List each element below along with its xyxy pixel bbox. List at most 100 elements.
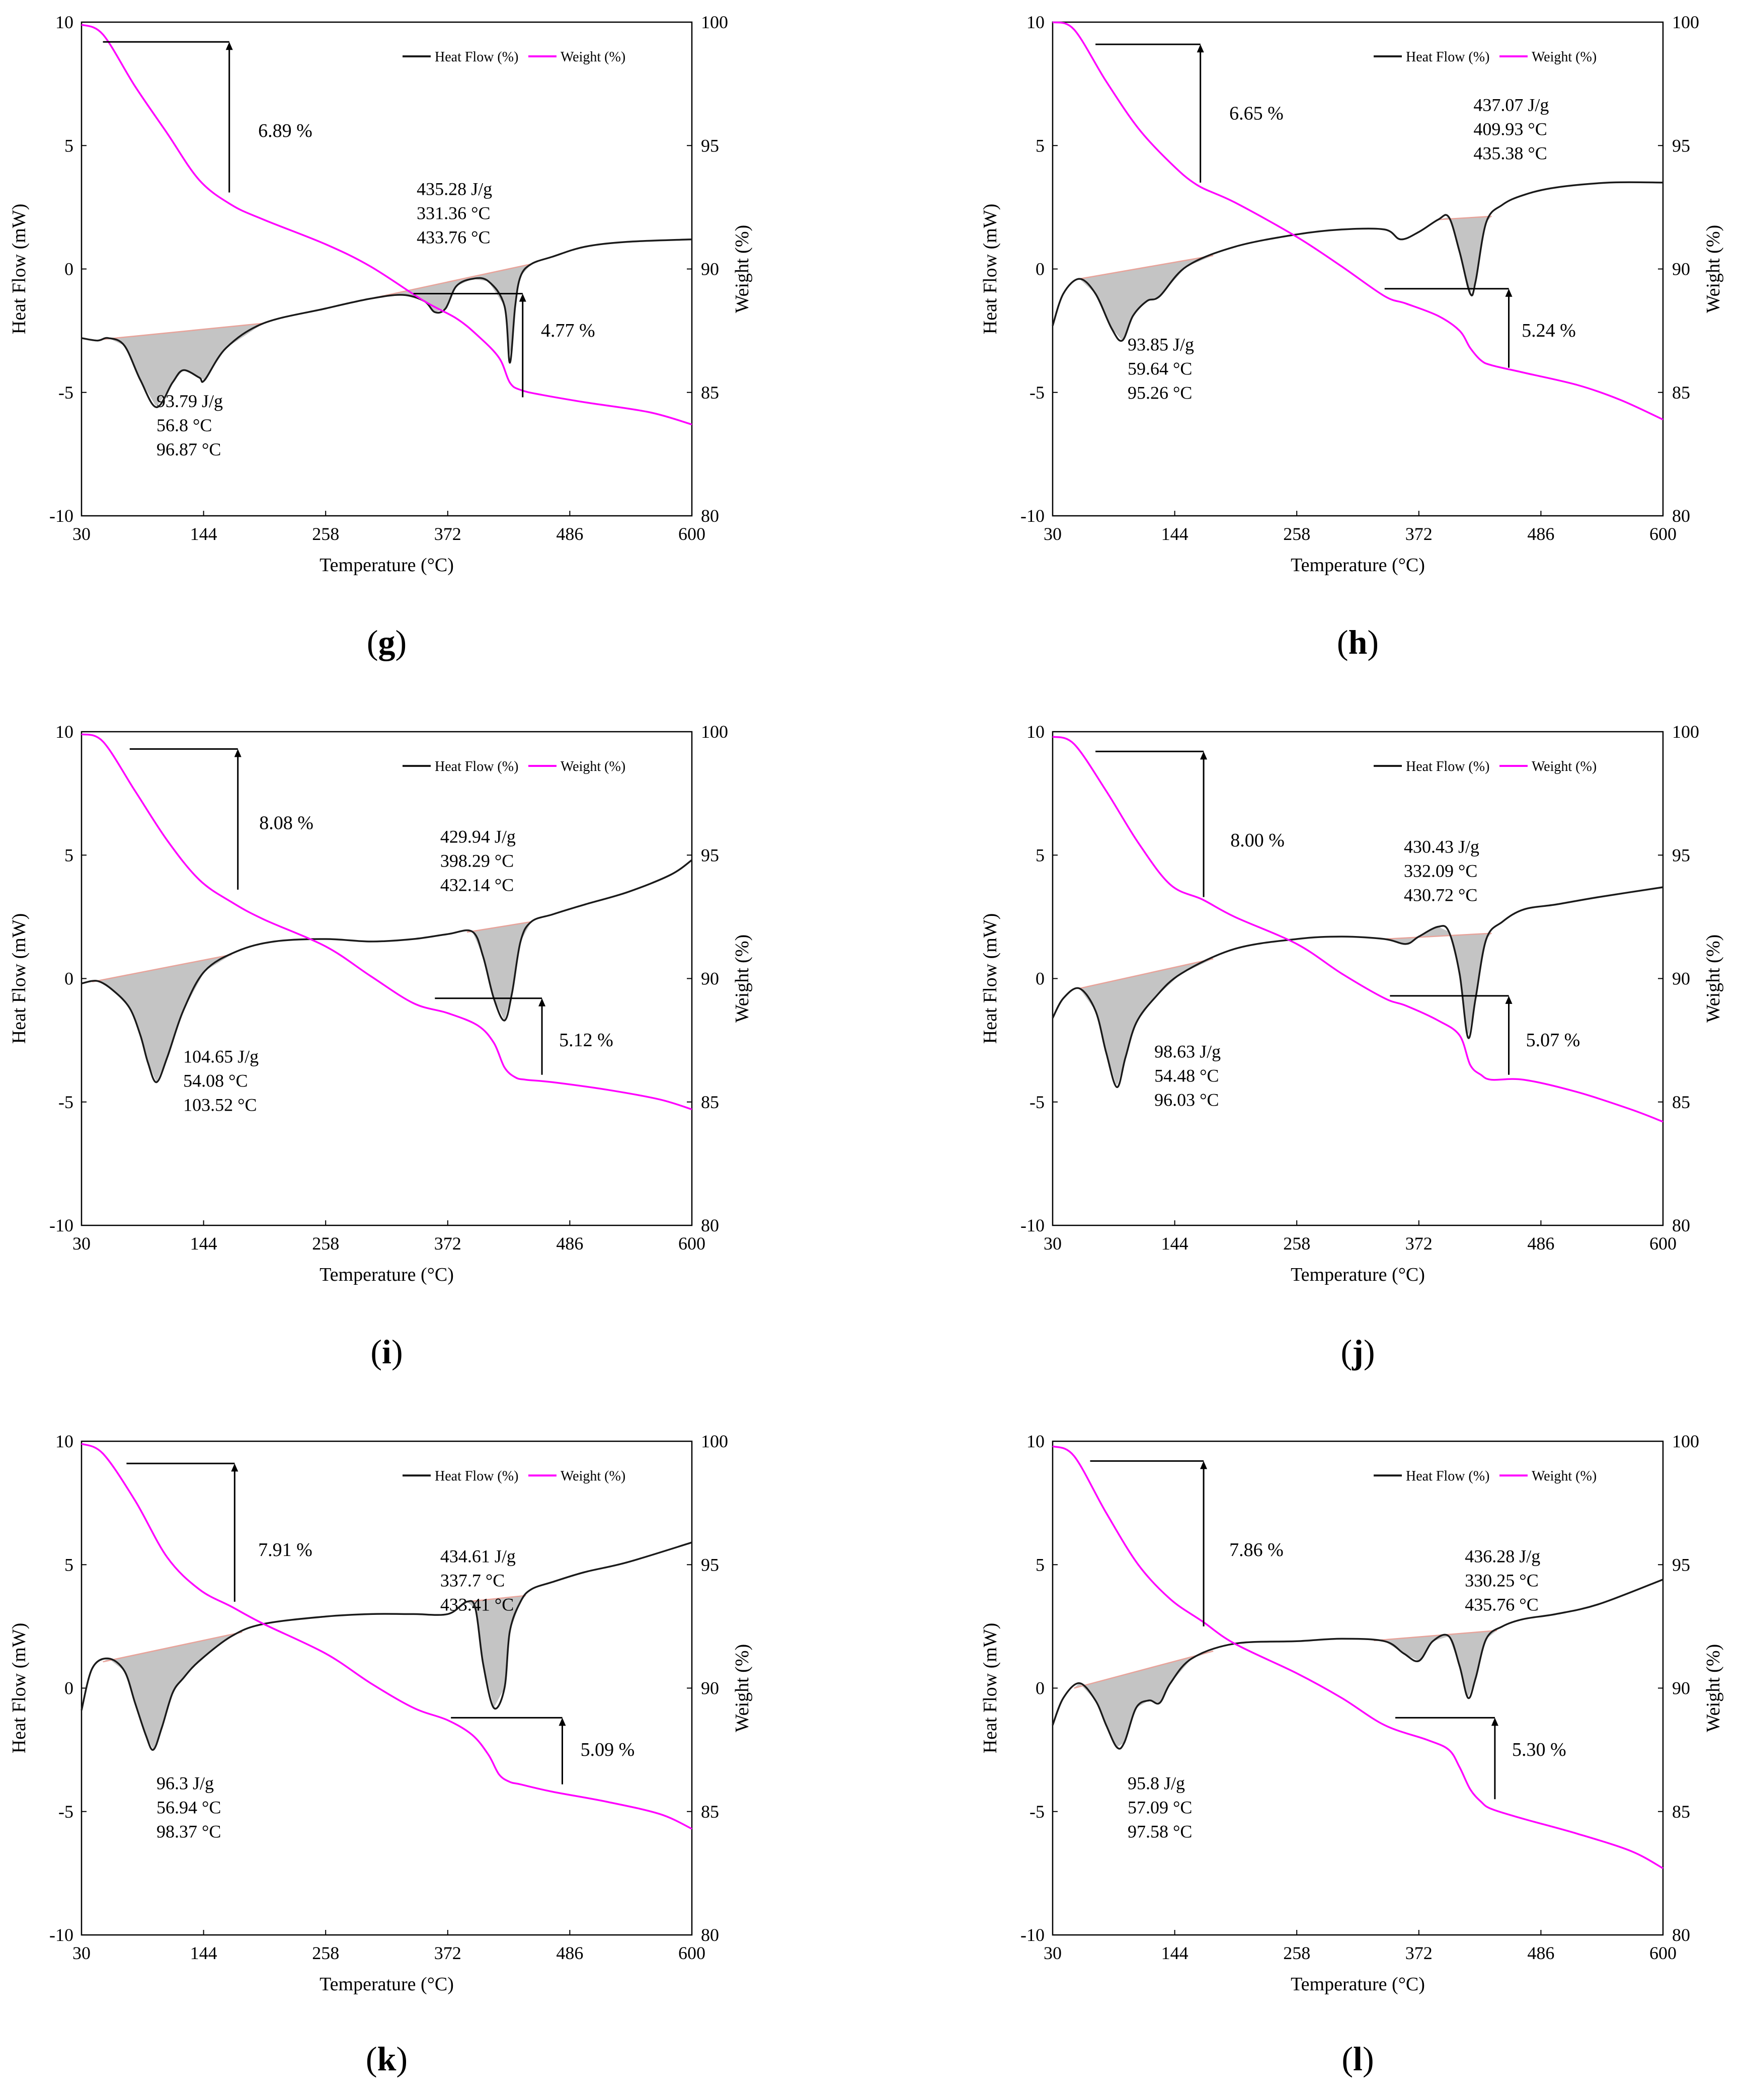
peak-area-1 xyxy=(103,323,264,407)
x-tick-label: 486 xyxy=(1527,524,1554,544)
step-arrow-head xyxy=(234,749,242,757)
legend-weight-label: Weight (%) xyxy=(1532,1468,1597,1484)
chart-panel-k: 30 144 258 372 486 600 -10 -5 0 5 10 80 85 90 95 100 Tem… xyxy=(0,1419,773,2043)
x-tick-label: 144 xyxy=(190,1233,217,1254)
y-right-tick-label: 80 xyxy=(1672,1215,1690,1235)
y-right-tick-label: 90 xyxy=(1672,1678,1690,1698)
y-left-tick-label: 5 xyxy=(1036,1554,1045,1575)
y-right-axis-label: Weight (%) xyxy=(732,935,753,1023)
y-left-axis-label: Heat Flow (mW) xyxy=(980,1623,1001,1754)
peak-baseline-2 xyxy=(1384,932,1492,940)
peak-annotation-line: 103.52 °C xyxy=(183,1095,257,1115)
peak-annotation-line: 57.09 °C xyxy=(1128,1798,1192,1818)
chart-panel-j: 30 144 258 372 486 600 -10 -5 0 5 10 80 85 90 95 100 Tem… xyxy=(971,710,1744,1334)
chart-svg: 30 144 258 372 486 600 -10 -5 0 5 10 80 85 90 95 100 Tem… xyxy=(9,1431,753,1995)
legend-weight-label: Weight (%) xyxy=(1532,759,1597,774)
x-tick-label: 372 xyxy=(434,1943,461,1963)
y-left-tick-label: 10 xyxy=(55,1431,73,1451)
y-left-tick-label: -10 xyxy=(1020,1215,1045,1235)
y-left-tick-label: -5 xyxy=(58,1092,73,1112)
peak-baseline-2 xyxy=(466,1595,526,1603)
weight-loss-label: 8.00 % xyxy=(1230,830,1285,851)
x-tick-label: 144 xyxy=(1161,1233,1188,1254)
heat-flow-series xyxy=(1052,886,1663,1088)
y-right-tick-label: 100 xyxy=(701,12,728,32)
peak-area-1 xyxy=(92,955,231,1082)
x-tick-label: 486 xyxy=(556,524,583,544)
x-tick-label: 372 xyxy=(1405,1233,1433,1254)
step-arrow-head xyxy=(225,42,233,50)
peak-baseline-1 xyxy=(1074,1650,1214,1689)
y-left-tick-label: 10 xyxy=(55,722,73,742)
peak-annotation-line: 96.3 J/g xyxy=(156,1773,214,1794)
x-axis-label: Temperature (°C) xyxy=(1291,1974,1425,1995)
peak-baseline-1 xyxy=(103,323,264,340)
step-arrow-head xyxy=(538,998,546,1006)
x-tick-label: 258 xyxy=(312,1233,339,1254)
peak-annotation-line: 93.85 J/g xyxy=(1128,334,1194,354)
x-tick-label: 30 xyxy=(72,524,91,544)
peak-annotation-line: 56.94 °C xyxy=(156,1798,221,1818)
y-right-tick-label: 80 xyxy=(701,1215,719,1235)
legend-heat-flow-label: Heat Flow (%) xyxy=(435,1468,518,1484)
step-arrow-head xyxy=(559,1718,566,1726)
peak-baseline-2 xyxy=(466,921,531,933)
legend-weight-label: Weight (%) xyxy=(561,759,625,774)
y-left-tick-label: -10 xyxy=(1020,506,1045,526)
y-right-tick-label: 90 xyxy=(1672,259,1690,279)
weight-loss-label: 7.86 % xyxy=(1229,1539,1284,1561)
y-right-tick-label: 95 xyxy=(701,1554,719,1575)
peak-annotation-line: 93.79 J/g xyxy=(156,391,223,411)
y-right-axis-label: Weight (%) xyxy=(732,1644,753,1732)
peak-baseline-2 xyxy=(1374,1629,1497,1642)
panel-caption-letter: k xyxy=(377,2040,397,2078)
x-tick-label: 144 xyxy=(1161,524,1188,544)
weight-loss-label: 6.89 % xyxy=(258,120,312,141)
x-tick-label: 258 xyxy=(312,1943,339,1963)
step-arrow-head xyxy=(1491,1718,1498,1726)
peak-baseline-2 xyxy=(1438,215,1492,220)
y-right-tick-label: 95 xyxy=(1672,1554,1690,1575)
chart-svg: 30 144 258 372 486 600 -10 -5 0 5 10 80 85 90 95 100 Tem… xyxy=(980,1431,1724,1995)
x-tick-label: 30 xyxy=(1044,524,1062,544)
y-left-axis-label: Heat Flow (mW) xyxy=(9,204,30,335)
x-tick-label: 600 xyxy=(1649,524,1677,544)
peak-annotation-line: 96.87 °C xyxy=(156,439,221,459)
step-arrow-head xyxy=(1200,751,1208,760)
y-left-tick-label: 5 xyxy=(1036,845,1045,865)
x-tick-label: 372 xyxy=(434,1233,461,1254)
panel-caption-letter: h xyxy=(1348,623,1368,661)
panel-caption-letter: i xyxy=(382,1333,391,1371)
y-right-axis-label: Weight (%) xyxy=(1703,935,1724,1023)
x-tick-label: 144 xyxy=(190,524,217,544)
y-right-tick-label: 100 xyxy=(1672,722,1699,742)
peak-annotation-line: 433.41 °C xyxy=(440,1594,514,1614)
y-left-axis-label: Heat Flow (mW) xyxy=(9,1623,30,1754)
panel-caption-l: (l) xyxy=(1341,2040,1374,2078)
weight-loss-label: 5.12 % xyxy=(559,1030,613,1051)
peak-annotation-line: 104.65 J/g xyxy=(183,1046,259,1066)
heat-flow-series xyxy=(1052,181,1663,342)
y-left-axis-label: Heat Flow (mW) xyxy=(980,204,1001,335)
heat-flow-series xyxy=(1052,1579,1663,1750)
step-arrow-head xyxy=(1505,995,1513,1004)
peak-annotation-line: 432.14 °C xyxy=(440,875,514,895)
x-tick-label: 486 xyxy=(556,1233,583,1254)
y-right-tick-label: 80 xyxy=(1672,1925,1690,1945)
chart-panel-i: 30 144 258 372 486 600 -10 -5 0 5 10 80 85 90 95 100 Tem… xyxy=(0,710,773,1334)
y-right-axis-label: Weight (%) xyxy=(732,225,753,313)
peak-area-1 xyxy=(103,1632,243,1750)
weight-loss-label: 5.07 % xyxy=(1526,1030,1580,1051)
x-axis-label: Temperature (°C) xyxy=(320,1974,454,1995)
peak-area-1 xyxy=(1079,255,1214,340)
peak-baseline-2 xyxy=(370,263,532,299)
y-left-tick-label: 5 xyxy=(64,135,73,155)
x-tick-label: 144 xyxy=(190,1943,217,1963)
y-right-tick-label: 95 xyxy=(701,845,719,865)
peak-annotation-line: 429.94 J/g xyxy=(440,827,516,847)
panel-caption-letter: l xyxy=(1353,2040,1363,2078)
y-left-tick-label: -10 xyxy=(1020,1925,1045,1945)
x-tick-label: 600 xyxy=(678,1233,705,1254)
chart-panel-l: 30 144 258 372 486 600 -10 -5 0 5 10 80 85 90 95 100 Tem… xyxy=(971,1419,1744,2043)
y-left-tick-label: 10 xyxy=(55,12,73,32)
